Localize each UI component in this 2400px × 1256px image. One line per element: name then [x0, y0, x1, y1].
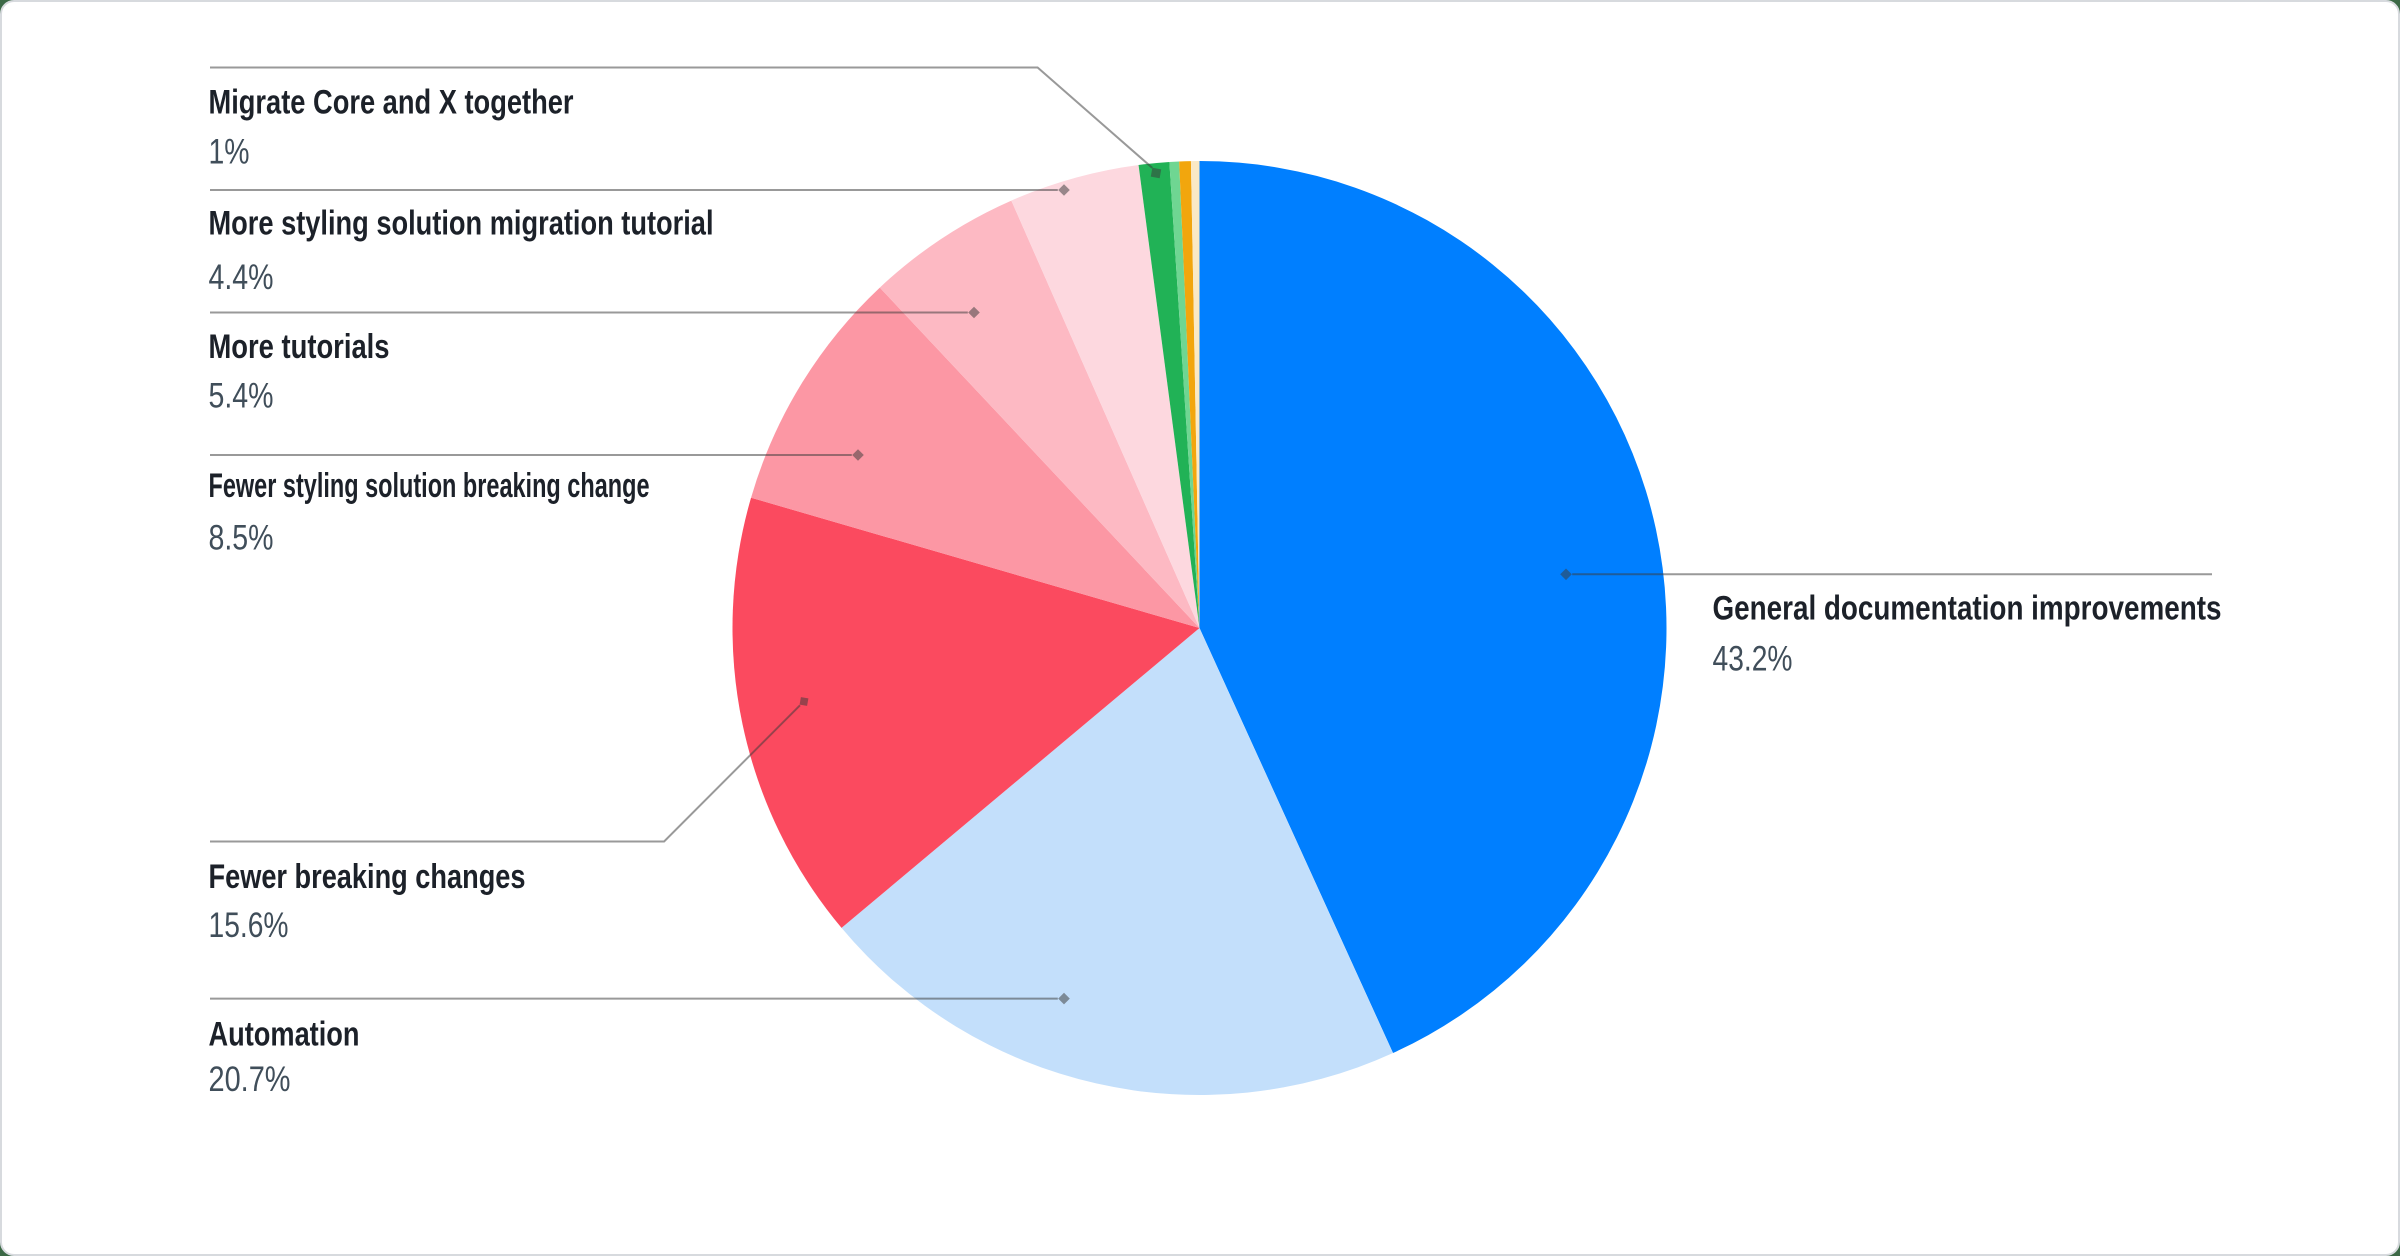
- svg-text:15.6%: 15.6%: [209, 906, 289, 945]
- svg-text:20.7%: 20.7%: [209, 1060, 291, 1099]
- svg-text:More styling solution migratio: More styling solution migration tutorial: [209, 205, 714, 243]
- svg-text:8.5%: 8.5%: [209, 519, 274, 558]
- svg-text:Automation: Automation: [209, 1016, 360, 1054]
- svg-text:Migrate Core and X together: Migrate Core and X together: [209, 84, 574, 122]
- svg-text:5.4%: 5.4%: [209, 377, 274, 416]
- svg-text:43.2%: 43.2%: [1713, 640, 1793, 679]
- svg-text:1%: 1%: [209, 133, 250, 172]
- svg-text:4.4%: 4.4%: [209, 258, 274, 297]
- svg-text:Fewer breaking changes: Fewer breaking changes: [209, 858, 526, 896]
- svg-text:More tutorials: More tutorials: [209, 328, 390, 366]
- svg-text:Fewer styling solution breakin: Fewer styling solution breaking change: [209, 467, 650, 505]
- svg-text:General documentation improvem: General documentation improvements: [1713, 590, 2222, 628]
